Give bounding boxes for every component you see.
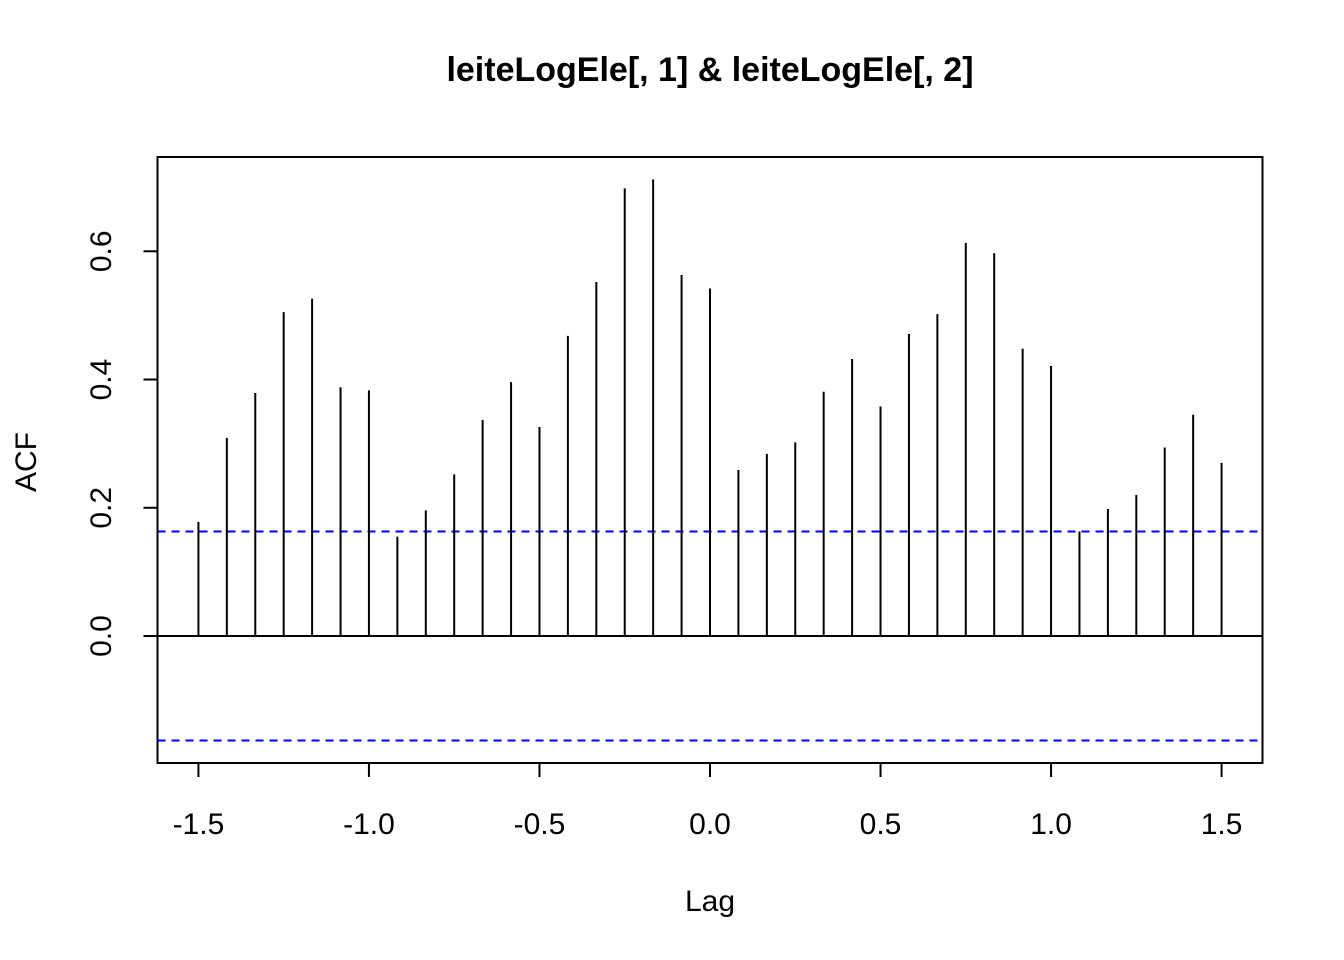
- x-tick-label: -1.0: [343, 808, 395, 841]
- x-tick-label: 0.5: [860, 808, 902, 841]
- y-axis-label: ACF: [10, 432, 43, 492]
- x-tick-label: -0.5: [514, 808, 566, 841]
- x-tick-label: 0.0: [689, 808, 731, 841]
- y-tick-label: 0.6: [85, 230, 118, 272]
- y-tick-label: 0.2: [85, 487, 118, 529]
- x-tick-label: 1.0: [1030, 808, 1072, 841]
- x-tick-label: -1.5: [173, 808, 225, 841]
- x-axis: -1.5 -1.0 -0.5 0.0 0.5 1.0 1.5: [173, 762, 1243, 841]
- y-tick-label: 0.0: [85, 615, 118, 657]
- x-axis-label: Lag: [685, 885, 735, 918]
- y-axis: 0.0 0.2 0.4 0.6: [85, 230, 159, 657]
- x-tick-label: 1.5: [1201, 808, 1243, 841]
- acf-bars: [197, 179, 1223, 637]
- y-tick-label: 0.4: [85, 359, 118, 401]
- chart-title: leiteLogEle[, 1] & leiteLogEle[, 2]: [446, 51, 973, 89]
